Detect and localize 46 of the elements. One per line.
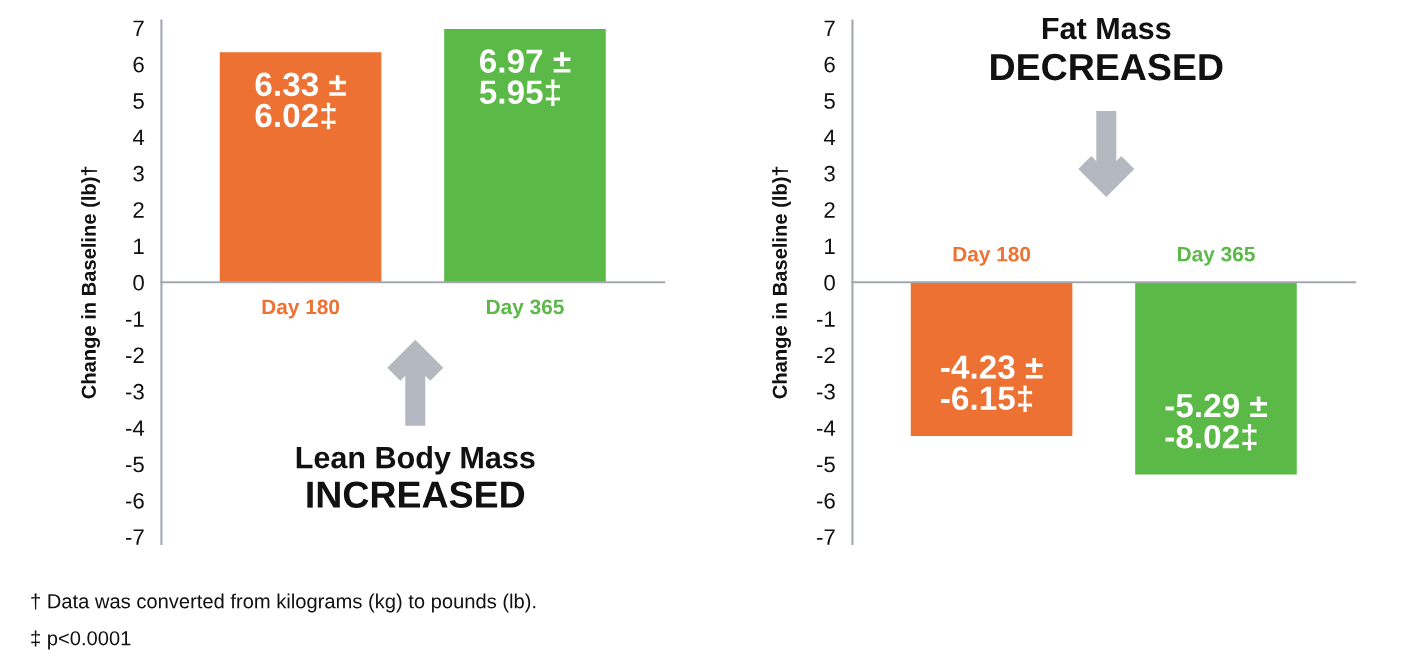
y-tick-label: 1 [134, 238, 144, 254]
text: INCREASED [307, 481, 525, 508]
data-label: -5.29 ± -8.02‡ [1165, 393, 1267, 451]
y-tick-label: -4 [125, 420, 145, 436]
y-tick-label: -5 [816, 456, 835, 473]
y-tick-label: -6 [125, 492, 144, 509]
y-tick-label: -2 [125, 347, 144, 364]
y-axis-title: Change in Baseline (lb)† [81, 166, 100, 399]
y-tick-label: 1 [825, 238, 835, 254]
x-tick-label: Day 365 [486, 299, 564, 319]
text: ‡ p<0.0001 [31, 630, 131, 650]
x-tick-label: Day 180 [953, 246, 1031, 266]
x-tick-label: Day 365 [1177, 246, 1255, 266]
y-tick-label: 2 [133, 202, 144, 218]
y-tick-label: 0 [133, 274, 144, 291]
y-tick-label: -4 [816, 420, 836, 436]
y-tick-label: -7 [125, 529, 144, 545]
y-tick-label: 5 [133, 93, 144, 109]
x-tick-label: Day 180 [262, 299, 340, 319]
y-tick-label: 6 [824, 56, 835, 73]
y-tick-label: 0 [824, 274, 835, 291]
y-tick-label: 4 [132, 129, 145, 145]
data-label: 6.33 ± 6.02‡ [255, 72, 346, 130]
y-tick-label: -1 [816, 311, 835, 327]
y-tick-label: 7 [133, 20, 144, 36]
y-tick-label: 7 [824, 20, 835, 36]
y-tick-label: -3 [125, 383, 144, 400]
chart-title: Fat Mass [1042, 17, 1171, 40]
y-tick-label: 5 [824, 93, 835, 109]
data-label: -4.23 ± -6.15‡ [941, 355, 1043, 412]
text: † Data was converted from kilograms (kg) to pounds (lb). [31, 593, 536, 613]
y-tick-label: 3 [133, 165, 144, 182]
data-label: 6.97 ± 5.95‡ [479, 49, 571, 106]
y-axis-title: Change in Baseline (lb)† [772, 166, 792, 399]
y-tick-label: 2 [824, 202, 835, 218]
y-tick-label: -7 [816, 529, 835, 545]
text: Lean Body Mass [296, 445, 535, 475]
text: DECREASED [991, 53, 1223, 81]
y-tick-label: 4 [823, 129, 836, 145]
y-tick-label: -1 [125, 311, 144, 327]
y-tick-label: -3 [816, 383, 835, 400]
y-tick-label: -5 [125, 456, 144, 473]
y-tick-label: -2 [816, 347, 835, 364]
y-tick-label: -6 [816, 492, 835, 509]
y-tick-label: 3 [824, 165, 835, 182]
y-tick-label: 6 [133, 56, 144, 73]
